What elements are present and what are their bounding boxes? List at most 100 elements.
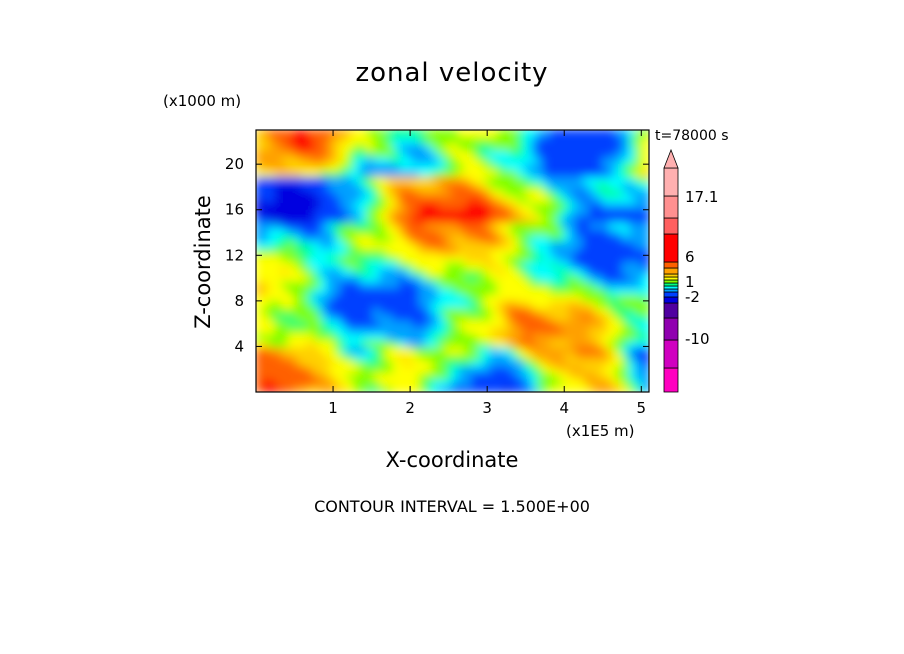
heatmap-cell (386, 240, 395, 249)
heatmap-cell (477, 174, 487, 184)
heatmap-cell (261, 246, 271, 256)
heatmap-cell (366, 148, 375, 158)
heatmap-cell (294, 142, 303, 151)
heatmap-cell (628, 286, 637, 295)
heatmap-cell (346, 207, 356, 217)
heatmap-cell (294, 260, 303, 269)
heatmap-cell (274, 377, 284, 387)
heatmap-cell (503, 201, 513, 210)
heatmap-cell (628, 325, 637, 335)
heatmap-cell (256, 155, 264, 164)
heatmap-cell (353, 338, 362, 348)
heatmap-cell (490, 312, 500, 321)
heatmap-cell (497, 233, 506, 243)
heatmap-cell (471, 358, 480, 367)
heatmap-cell (300, 201, 310, 210)
heatmap-cell (313, 207, 323, 217)
heatmap-cell (464, 377, 474, 387)
heatmap-cell (386, 364, 395, 374)
heatmap-cell (320, 384, 330, 392)
colorbar-band (663, 296, 679, 304)
heatmap-cell (589, 233, 598, 243)
heatmap-cell (451, 148, 461, 158)
heatmap-cell (379, 148, 388, 158)
heatmap-cell (562, 364, 572, 374)
heatmap-cell (562, 312, 572, 321)
heatmap-cell (372, 135, 382, 145)
heatmap-cell (346, 130, 356, 138)
heatmap-cell (477, 358, 487, 367)
heatmap-cell (628, 384, 637, 392)
heatmap-cell (458, 227, 467, 236)
x-tick-label: 1 (328, 399, 338, 417)
heatmap-cell (523, 194, 533, 204)
colorbar-band (663, 273, 679, 278)
heatmap-cell (615, 266, 624, 276)
heatmap-cell (549, 187, 559, 197)
heatmap-cell (359, 325, 369, 335)
heatmap-cell (372, 168, 382, 177)
heatmap-cell (438, 174, 447, 184)
heatmap-cell (261, 312, 271, 321)
heatmap-cell (300, 135, 310, 145)
heatmap-cell (621, 135, 631, 145)
heatmap-cell (444, 161, 454, 171)
heatmap-cell (582, 273, 592, 282)
heatmap-cell (386, 142, 395, 151)
heatmap-cell (628, 194, 637, 204)
heatmap-cell (412, 194, 421, 204)
heatmap-cell (340, 351, 349, 361)
heatmap-cell (477, 148, 487, 158)
y-tick-label: 20 (225, 155, 244, 173)
heatmap-cell (412, 273, 421, 282)
heatmap-cell (582, 332, 592, 341)
heatmap-cell (366, 279, 375, 289)
heatmap-cell (628, 130, 637, 138)
heatmap-cell (412, 135, 421, 145)
heatmap-cell (287, 227, 297, 236)
heatmap-cell (530, 318, 539, 328)
heatmap-cell (549, 286, 559, 295)
heatmap-cell (582, 338, 592, 348)
heatmap-cell (281, 377, 290, 387)
heatmap-cell (392, 174, 402, 184)
heatmap-cell (353, 155, 362, 164)
heatmap-cell (582, 299, 592, 308)
heatmap-cell (562, 207, 572, 217)
heatmap-cell (530, 299, 539, 308)
heatmap-cell (503, 318, 513, 328)
heatmap-cell (294, 240, 303, 249)
heatmap-cell (595, 135, 605, 145)
heatmap-cell (340, 174, 349, 184)
heatmap-cell (536, 246, 546, 256)
heatmap-cell (359, 260, 369, 269)
heatmap-cell (621, 155, 631, 164)
heatmap-cell (287, 279, 297, 289)
heatmap-cell (431, 318, 441, 328)
heatmap-cell (517, 325, 526, 335)
heatmap-cell (602, 155, 611, 164)
heatmap-cell (477, 299, 487, 308)
heatmap-cell (359, 161, 369, 171)
heatmap-cell (621, 279, 631, 289)
heatmap-cell (517, 253, 526, 262)
heatmap-cell (477, 260, 487, 269)
heatmap-cell (556, 345, 565, 354)
heatmap-cell (274, 299, 284, 308)
heatmap-cell (503, 214, 513, 223)
heatmap-cell (517, 338, 526, 348)
heatmap-cell (274, 384, 284, 392)
heatmap-cell (589, 325, 598, 335)
heatmap-cell (281, 155, 290, 164)
heatmap-cell (464, 305, 474, 315)
heatmap-cell (484, 194, 493, 204)
heatmap-cell (320, 364, 330, 374)
heatmap-cell (274, 155, 284, 164)
heatmap-cell (392, 266, 402, 276)
heatmap-cell (405, 135, 415, 145)
heatmap-cell (477, 142, 487, 151)
heatmap-cell (405, 207, 415, 217)
heatmap-cell (549, 332, 559, 341)
heatmap-cell (425, 233, 434, 243)
heatmap-cell (458, 371, 467, 380)
